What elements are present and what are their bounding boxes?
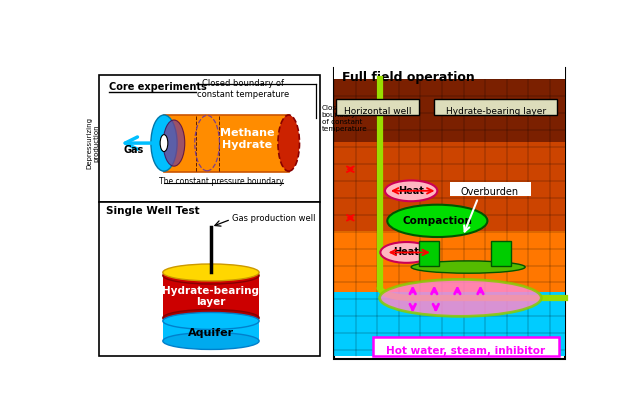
- Bar: [99, 75, 320, 202]
- Bar: [334, 231, 565, 292]
- Text: Aquifer: Aquifer: [188, 328, 234, 338]
- Ellipse shape: [163, 264, 259, 281]
- Bar: [334, 238, 565, 259]
- Ellipse shape: [380, 280, 541, 316]
- Text: Core experiments: Core experiments: [109, 82, 206, 92]
- Bar: [334, 50, 565, 79]
- Ellipse shape: [380, 242, 433, 263]
- Bar: [372, 337, 559, 357]
- Bar: [99, 202, 320, 357]
- Bar: [163, 275, 259, 318]
- Bar: [334, 79, 565, 142]
- Bar: [334, 142, 565, 231]
- Ellipse shape: [163, 267, 259, 284]
- Ellipse shape: [160, 135, 168, 151]
- Bar: [163, 321, 259, 341]
- Text: Overburden: Overburden: [461, 187, 519, 197]
- Text: Closed
boundary
of constant
temperature: Closed boundary of constant temperature: [322, 105, 367, 132]
- Text: Hydrate-bearing layer: Hydrate-bearing layer: [446, 107, 546, 116]
- Bar: [164, 115, 289, 171]
- Ellipse shape: [151, 115, 177, 171]
- Text: Gas: Gas: [124, 145, 144, 155]
- Bar: [419, 241, 439, 265]
- Bar: [336, 99, 419, 114]
- Text: Compaction: Compaction: [403, 216, 472, 226]
- Text: Heat: Heat: [398, 186, 424, 196]
- Text: Single Well Test: Single Well Test: [106, 206, 200, 216]
- Text: Full field operation: Full field operation: [342, 72, 475, 84]
- Bar: [334, 68, 565, 359]
- Text: The constant pressure boundary: The constant pressure boundary: [159, 177, 284, 186]
- Text: Hot water, steam, inhibitor: Hot water, steam, inhibitor: [387, 347, 545, 357]
- Bar: [450, 182, 531, 196]
- Text: Gas production well: Gas production well: [232, 214, 316, 223]
- Bar: [334, 292, 565, 357]
- Ellipse shape: [387, 205, 488, 237]
- Ellipse shape: [163, 312, 259, 329]
- Text: Depressurizing
production: Depressurizing production: [86, 117, 99, 169]
- Ellipse shape: [163, 310, 259, 326]
- Ellipse shape: [163, 120, 185, 166]
- Text: Horizontal well: Horizontal well: [344, 107, 411, 116]
- Text: Methane
Hydrate: Methane Hydrate: [220, 129, 275, 150]
- Ellipse shape: [278, 115, 300, 171]
- Ellipse shape: [411, 261, 525, 273]
- Text: Closed boundary of
constant temperature: Closed boundary of constant temperature: [197, 79, 289, 99]
- Text: Hydrate-bearing
layer: Hydrate-bearing layer: [163, 285, 259, 307]
- Ellipse shape: [385, 181, 437, 201]
- Text: Heat: Heat: [394, 248, 419, 258]
- FancyArrowPatch shape: [125, 137, 156, 149]
- Bar: [435, 99, 557, 114]
- Ellipse shape: [163, 332, 259, 349]
- Bar: [492, 241, 511, 265]
